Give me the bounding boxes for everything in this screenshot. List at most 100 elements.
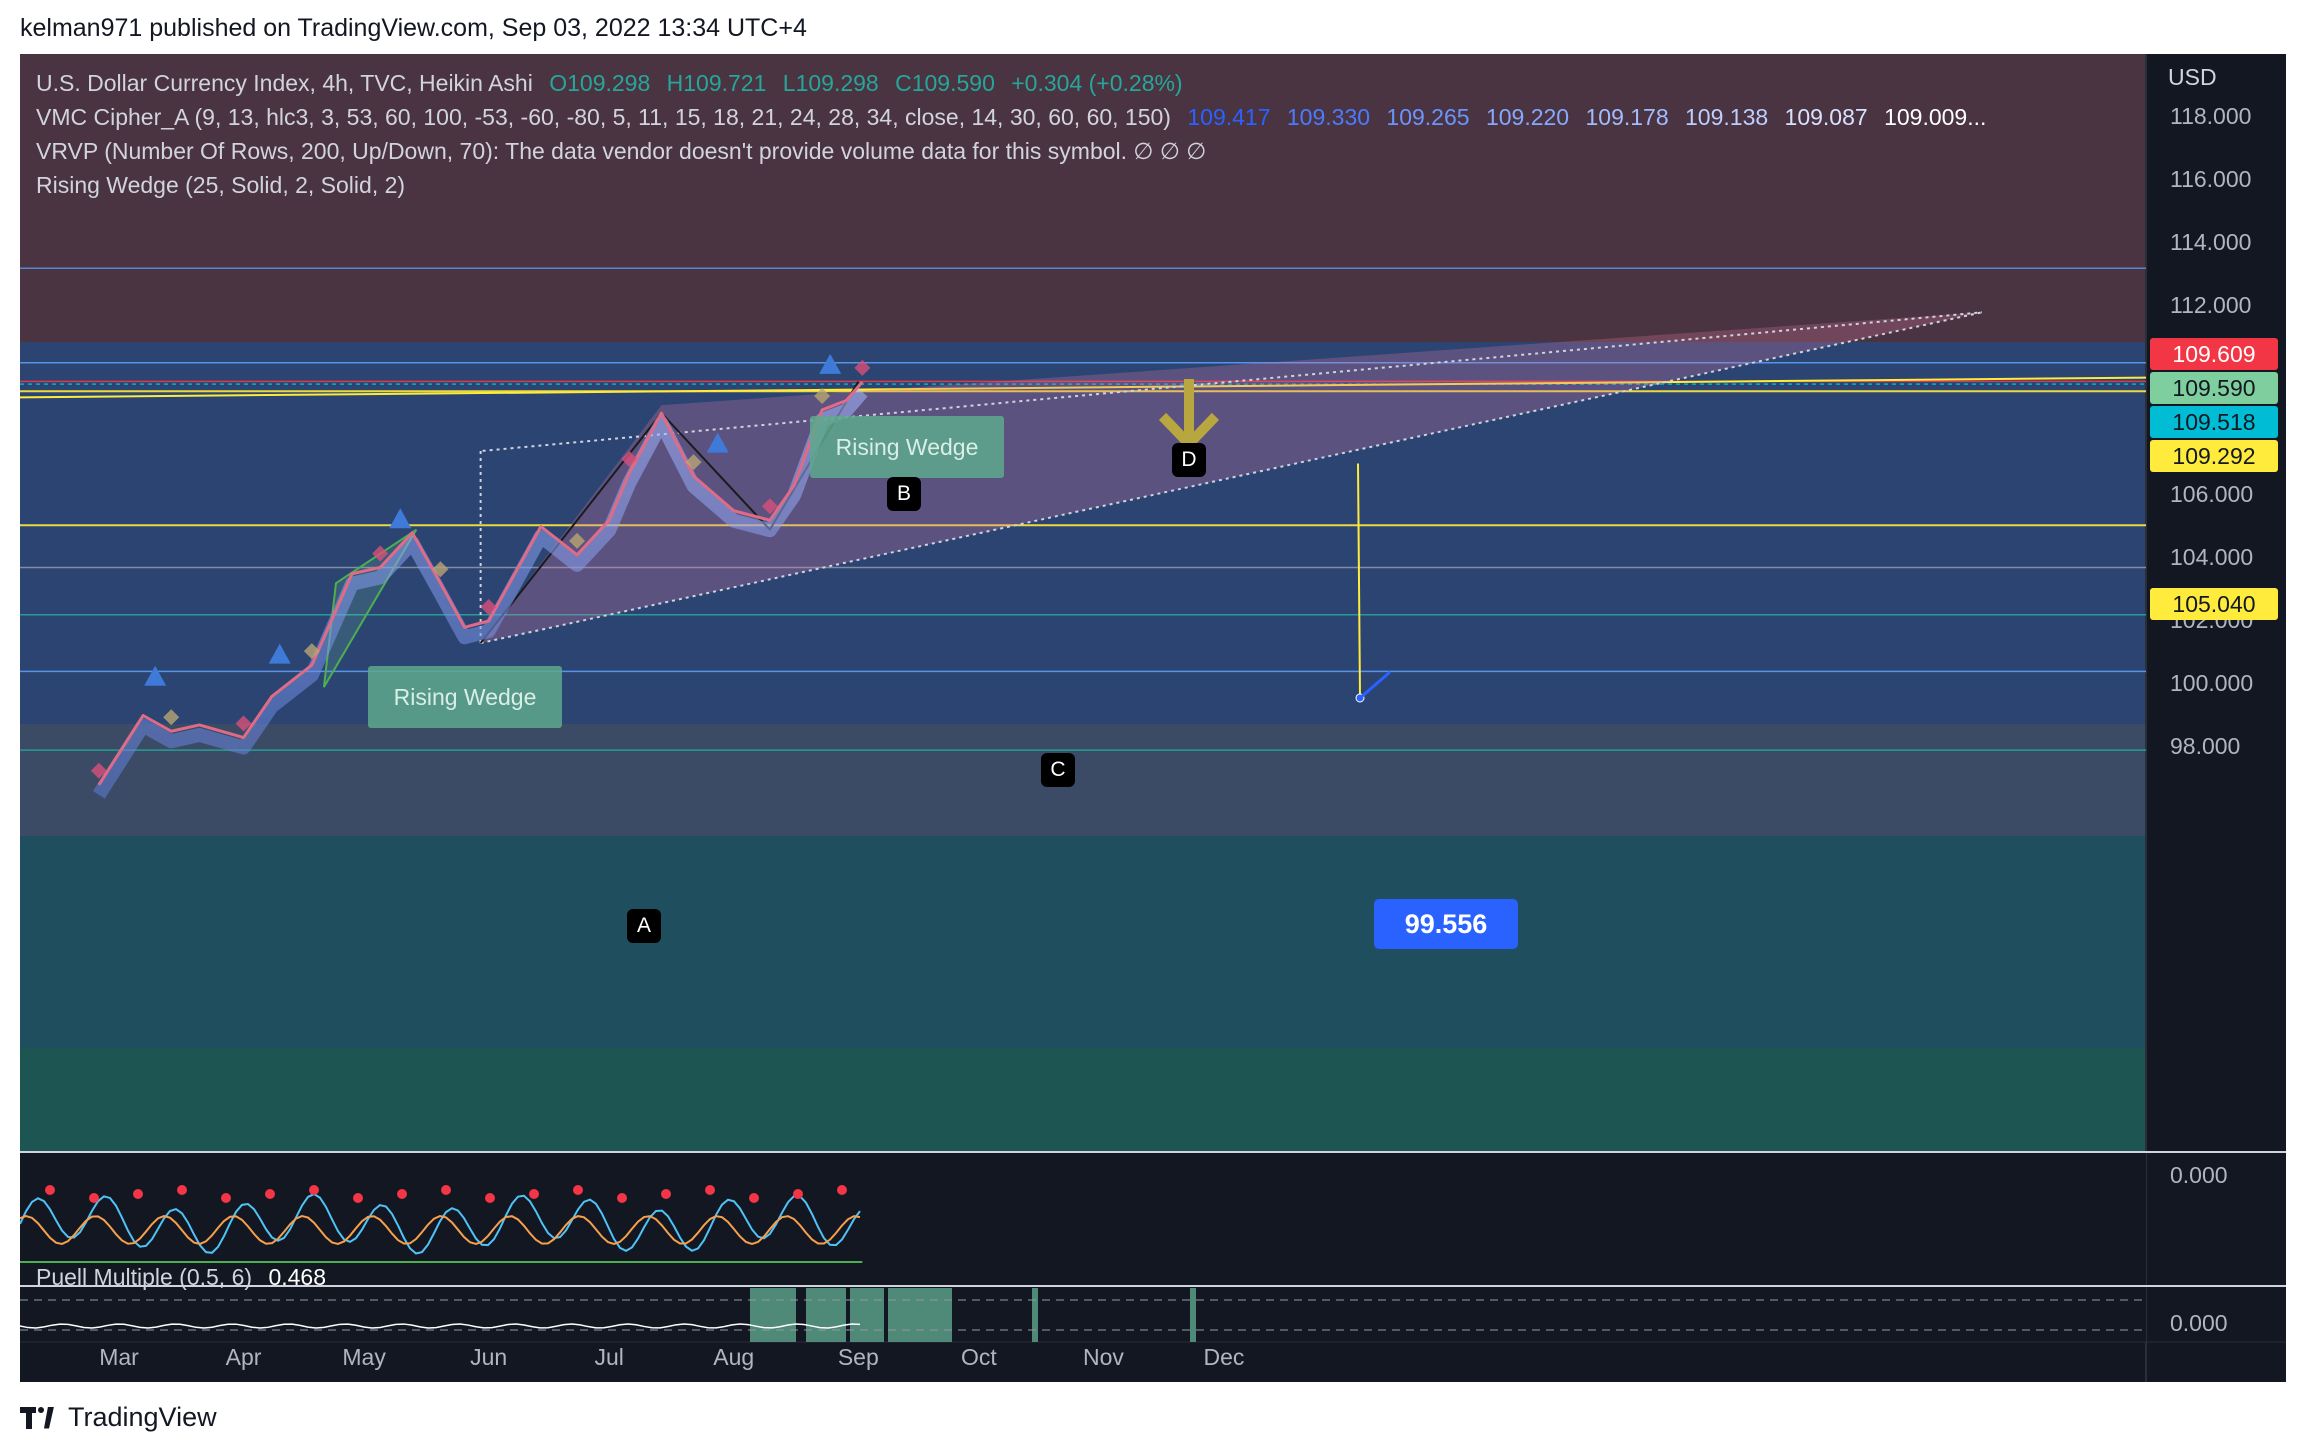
price-tick-label: 118.000	[2170, 103, 2252, 129]
tradingview-brand: TradingView	[68, 1402, 217, 1432]
legend-change: +0.304 (+0.28%)	[1011, 70, 1183, 96]
signal-diamond	[685, 454, 702, 471]
signal-diamond	[432, 561, 449, 578]
oscillator-dot	[705, 1185, 715, 1195]
month-tick-label: Jun	[470, 1344, 508, 1370]
signal-diamond	[569, 532, 586, 549]
wedge-label-2[interactable]: Rising Wedge	[810, 416, 1004, 478]
oscillator-dot	[265, 1189, 275, 1199]
month-tick-label: Aug	[713, 1344, 755, 1370]
oscillator-dot	[177, 1185, 187, 1195]
month-tick-label: Sep	[837, 1344, 879, 1370]
tradingview-footer[interactable]: TradingView	[20, 1402, 217, 1433]
signal-diamond	[90, 762, 107, 779]
oscillator-dot	[793, 1189, 803, 1199]
puell-bar	[1032, 1288, 1038, 1342]
oscillator-dot	[837, 1185, 847, 1195]
signal-triangle	[819, 353, 842, 374]
chart-canvas[interactable]	[20, 54, 2286, 1382]
oscillator-pane-bg	[20, 1152, 2146, 1286]
cipher-value: 109.417	[1187, 104, 1271, 130]
arrow-down-icon	[1158, 379, 1220, 452]
price-tick-label: 104.000	[2170, 544, 2254, 570]
signal-triangle	[389, 508, 412, 529]
month-tick-label: Dec	[1203, 1344, 1245, 1370]
oscillator-dot	[749, 1193, 759, 1203]
wave-line-2	[20, 1214, 861, 1246]
point-a-label[interactable]: A	[627, 909, 661, 943]
month-tick-label: May	[342, 1344, 386, 1370]
signal-diamond	[163, 709, 180, 726]
cipher-value: 109.178	[1585, 104, 1669, 130]
puell-pane-bg	[20, 1286, 2146, 1342]
currency-label: USD	[2168, 64, 2217, 90]
price-tick-label: 100.000	[2170, 670, 2254, 696]
legend-cipher: VMC Cipher_A (9, 13, hlc3, 3, 53, 60, 10…	[36, 104, 1996, 131]
trend-line	[20, 376, 2147, 399]
legend-open: O109.298	[549, 70, 651, 96]
puell-bar	[750, 1288, 796, 1342]
target-price-callout[interactable]: 99.556	[1374, 899, 1518, 949]
signal-diamond	[814, 387, 831, 404]
cipher-value: 109.087	[1784, 104, 1868, 130]
oscillator-dot	[89, 1193, 99, 1203]
oscillator-dot	[397, 1189, 407, 1199]
legend-low: L109.298	[782, 70, 879, 96]
publisher-header: kelman971 published on TradingView.com, …	[20, 14, 807, 42]
oscillator-dot	[133, 1189, 143, 1199]
target-projection-line	[1357, 463, 1361, 698]
oscillator-dot	[45, 1185, 55, 1195]
wedge-upper-line	[482, 311, 1983, 452]
month-tick-label: Oct	[960, 1344, 997, 1370]
tradingview-logo-icon	[20, 1406, 58, 1429]
oscillator-dot	[441, 1185, 451, 1195]
oscillator-dot	[573, 1185, 583, 1195]
price-series	[90, 353, 871, 799]
legend-wedge: Rising Wedge (25, Solid, 2, Solid, 2)	[36, 172, 406, 198]
zone-red	[20, 54, 2146, 342]
month-tick-label: Apr	[225, 1344, 262, 1370]
oscillator-zero-label: 0.000	[2170, 1162, 2228, 1188]
price-tick-label: 112.000	[2170, 292, 2252, 318]
point-c-label[interactable]: C	[1041, 753, 1075, 787]
price-tick-label: 98.000	[2170, 733, 2241, 759]
legend-high: H109.721	[666, 70, 767, 96]
price-tag: 105.040	[2150, 588, 2278, 620]
cipher-value: 109.138	[1685, 104, 1769, 130]
zone-slate	[20, 724, 2146, 836]
price-tick-label: 106.000	[2170, 481, 2254, 507]
oscillator-dot	[617, 1193, 627, 1203]
price-tag: 109.590	[2150, 372, 2278, 404]
puell-bar	[806, 1288, 846, 1342]
oscillator-dot	[221, 1193, 231, 1203]
price-axis-bg	[2146, 54, 2286, 1382]
point-b-label[interactable]: B	[887, 477, 921, 511]
legend-puell: Puell Multiple (0.5, 6) 0.468	[36, 1264, 336, 1291]
price-tag: 109.518	[2150, 406, 2278, 438]
puell-bar	[1190, 1288, 1196, 1342]
signal-diamond	[372, 545, 389, 562]
point-d-label[interactable]: D	[1172, 443, 1206, 477]
puell-series	[20, 1288, 2146, 1342]
oscillator-dot	[661, 1189, 671, 1199]
signal-diamond	[235, 715, 252, 732]
puell-bar	[888, 1288, 952, 1342]
ema-ribbon	[93, 387, 868, 799]
oscillator-dot	[529, 1189, 539, 1199]
zone-green	[20, 1048, 2146, 1152]
price-tag: 109.292	[2150, 440, 2278, 472]
wedge-label-1[interactable]: Rising Wedge	[368, 666, 562, 728]
signal-triangle	[144, 665, 167, 686]
month-tick-label: Mar	[99, 1344, 139, 1370]
price-line	[97, 380, 864, 786]
legend-close: C109.590	[895, 70, 995, 96]
chart-panel[interactable]: U.S. Dollar Currency Index, 4h, TVC, Hei…	[20, 54, 2286, 1382]
oscillator-dot	[353, 1193, 363, 1203]
target-callout-pointer	[1359, 670, 1391, 700]
puell-name: Puell Multiple (0.5, 6)	[36, 1264, 253, 1290]
wave-line	[20, 1192, 861, 1255]
signal-triangle	[268, 643, 291, 664]
legend-symbol-name: U.S. Dollar Currency Index, 4h, TVC, Hei…	[36, 70, 533, 96]
legend-cipher-name: VMC Cipher_A (9, 13, hlc3, 3, 53, 60, 10…	[36, 104, 1171, 130]
oscillator-dot	[309, 1185, 319, 1195]
